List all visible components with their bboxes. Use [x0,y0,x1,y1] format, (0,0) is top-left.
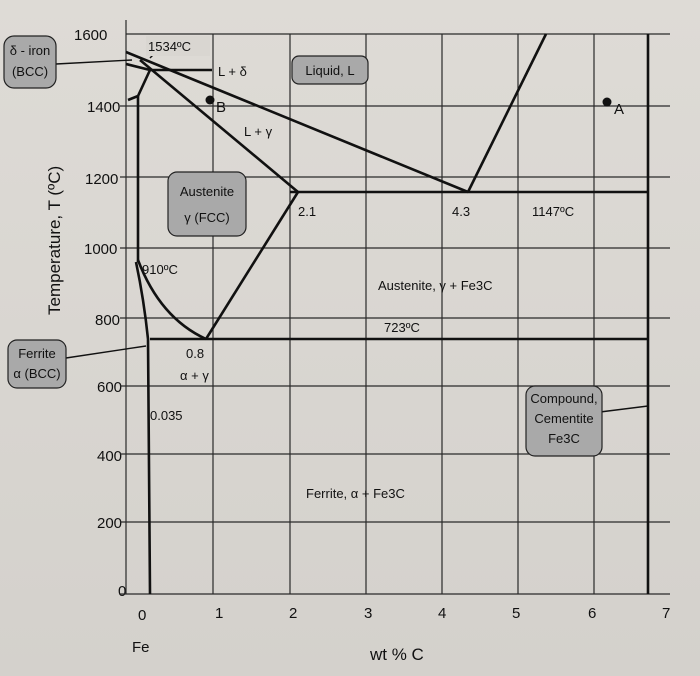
point-b-marker [205,95,215,105]
t1534-bg [146,36,210,56]
cementite-box [525,385,603,457]
ferrite-box [7,339,67,389]
ferrite-plus-fe3c-label: Ferrite, α + Fe3C [306,486,405,501]
x-tick-0: 0 [138,607,146,624]
a3-line [136,259,207,341]
y-tick-0: 0 [118,583,126,600]
austenite-plus-fe3c-label: Austenite, γ + Fe3C [378,278,493,293]
solvus-line [134,261,152,595]
point-b-label: B [216,99,226,116]
t1534-label: 1534ºC [148,39,191,54]
alpha-plus-gamma-label: α + γ [180,368,209,383]
leader-lines [55,39,649,413]
ferrite-label-2: α (BCC) [13,366,60,381]
x-origin-label: Fe [132,639,150,656]
liquidus-right-line [466,33,548,193]
c08-label: 0.8 [186,346,204,361]
cementite-label-3: Fe3C [548,431,580,446]
t723-label: 723ºC [384,320,420,335]
y-tick-1600: 1600 [74,27,107,44]
point-a-marker [602,97,612,107]
x-tick-7: 7 [662,605,670,622]
austenite-label-1: Austenite [180,184,234,199]
t1147-label: 1147ºC [532,204,574,219]
austenite-box [167,171,247,237]
y-tick-200: 200 [97,515,122,532]
x-tick-1: 1 [215,605,223,622]
c21-label: 2.1 [298,204,316,219]
acm-line [204,191,300,340]
delta-region-line [125,62,152,102]
l-plus-delta-label: L + δ [218,64,247,79]
t910-label: 910ºC [142,262,178,277]
phase-boundaries [125,33,650,595]
delta-iron-box [3,35,57,89]
y-axis-title: Temperature, T (ºC) [45,166,64,315]
ferrite-label-1: Ferrite [18,346,56,361]
c0035-label: 0.035 [150,408,183,423]
x-tick-6: 6 [588,605,596,622]
l-plus-gamma-label: L + γ [244,124,273,139]
x-tick-5: 5 [512,605,520,622]
y-tick-800: 800 [95,312,120,329]
x-tick-4: 4 [438,605,446,622]
y-tick-1400: 1400 [87,99,120,116]
liquid-box [291,55,369,85]
x-tick-2: 2 [289,605,297,622]
cementite-label-2: Cementite [534,411,593,426]
solidus-line [139,59,299,193]
delta-iron-label-2: (BCC) [12,64,48,79]
delta-iron-label-1: δ - iron [10,43,50,58]
y-tick-1200: 1200 [85,171,118,188]
austenite-label-2: γ (FCC) [184,210,230,225]
x-axis-title: wt % C [369,645,424,664]
y-tick-600: 600 [97,379,122,396]
x-tick-3: 3 [364,605,372,622]
y-tick-400: 400 [97,448,122,465]
y-tick-1000: 1000 [84,241,117,258]
liquidus-left-line [125,50,469,194]
c43-label: 4.3 [452,204,470,219]
point-a-label: A [614,101,624,118]
cementite-label-1: Compound, [530,391,597,406]
liquid-label: Liquid, L [305,63,354,78]
grid [120,20,670,595]
